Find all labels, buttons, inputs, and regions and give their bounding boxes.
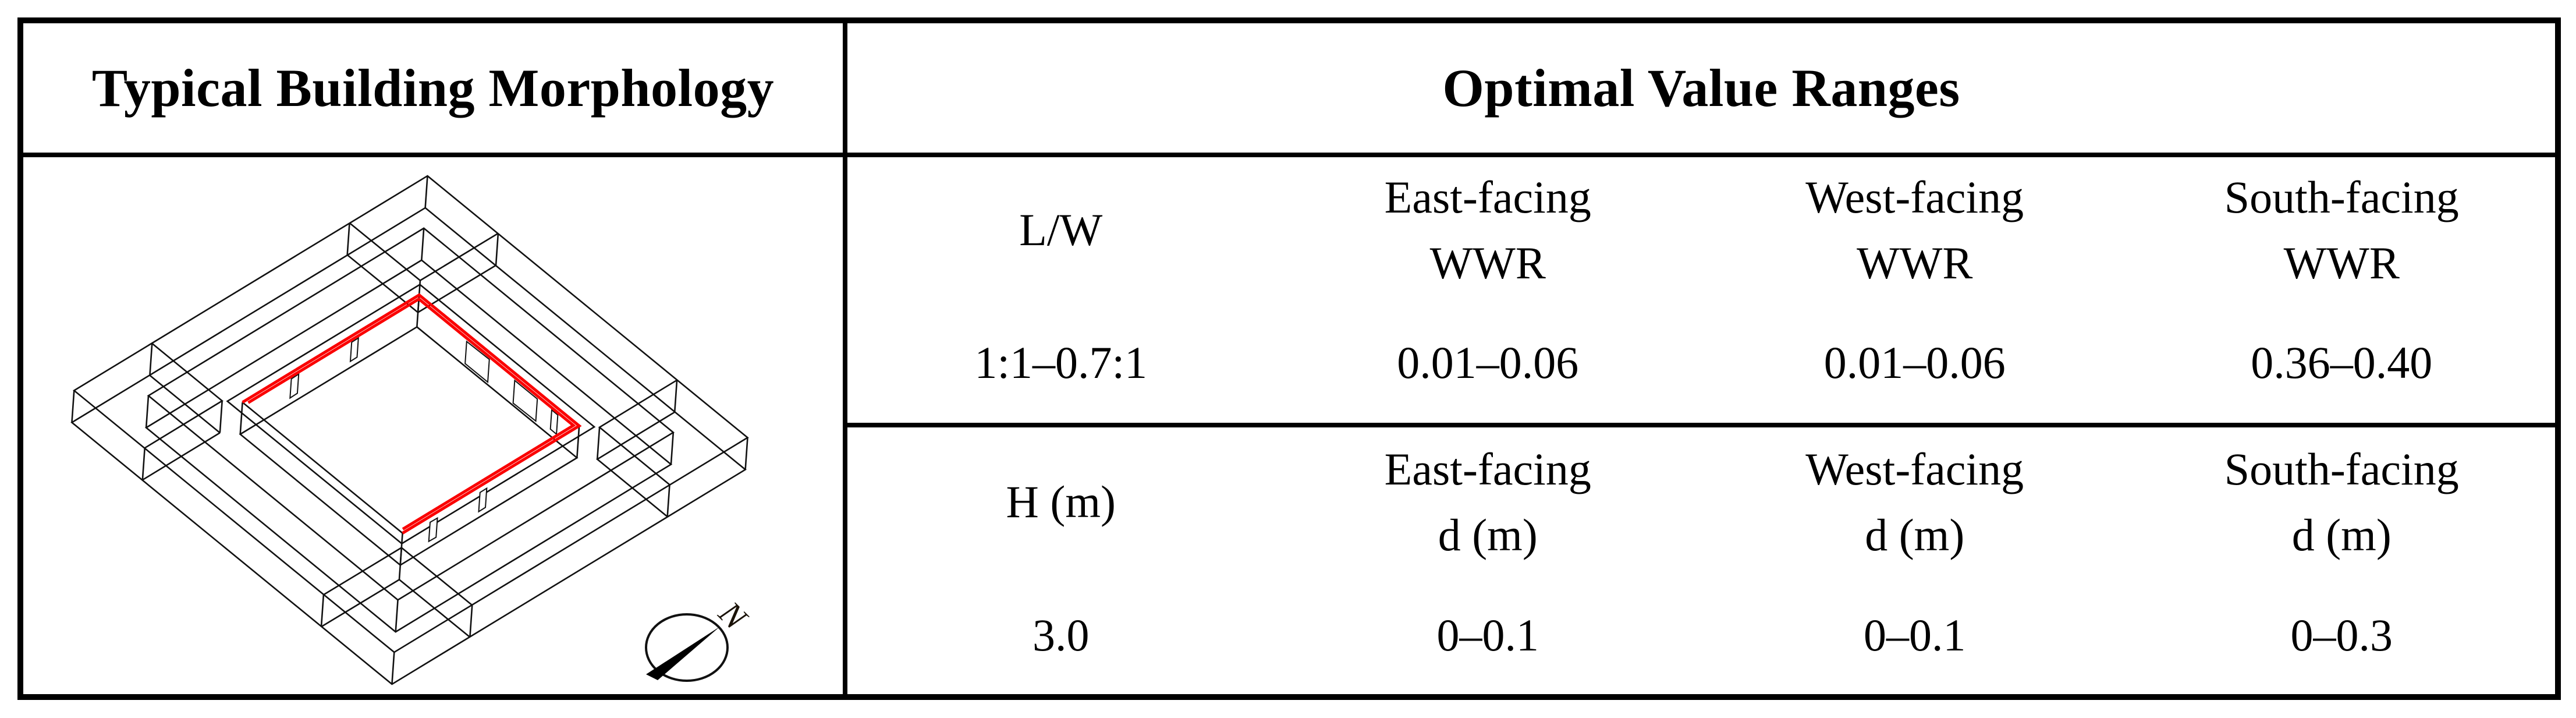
param-label-lw: L/W — [1019, 204, 1103, 256]
value-west-wwr: 0.01–0.06 — [1823, 337, 2006, 388]
param-value-lw: 1:1–0.7:1 — [974, 337, 1148, 388]
col-header-line1: South-facing — [2224, 443, 2459, 494]
building-wireframe — [70, 175, 749, 685]
col-header-line2: d (m) — [2291, 510, 2392, 560]
building-axonometric-drawing: N — [70, 175, 755, 685]
north-arrow-icon: N — [645, 593, 755, 682]
col-header-line2: WWR — [1429, 238, 1546, 288]
col-header-line2: d (m) — [1865, 510, 1965, 560]
col-header-line1: East-facing — [1384, 443, 1591, 494]
col-header-line1: West-facing — [1805, 171, 2024, 222]
col-header-west-wwr: West-facing WWR — [1701, 157, 2128, 303]
col-header-east-wwr: East-facing WWR — [1275, 157, 1702, 303]
col-header-west-d: West-facing d (m) — [1701, 427, 2128, 576]
left-column: Typical Building Morphology — [23, 23, 847, 694]
col-header-south-wwr: South-facing WWR — [2128, 157, 2556, 303]
param-label-h: H (m) — [1006, 476, 1116, 528]
courtyard-highlight — [242, 293, 582, 535]
courtyard-window-openings — [289, 337, 559, 543]
col-header-east-d: East-facing d (m) — [1275, 427, 1702, 576]
wwr-section: L/W East-facing WWR West-facing WWR Sout… — [847, 157, 2555, 427]
overhang-section: H (m) East-facing d (m) West-facing d (m… — [847, 427, 2555, 694]
right-header: Optimal Value Ranges — [847, 23, 2555, 157]
col-header-line2: d (m) — [1438, 510, 1538, 560]
col-header-line2: WWR — [1857, 238, 1973, 288]
right-column: Optimal Value Ranges L/W East-facing WWR… — [847, 23, 2555, 694]
north-label: N — [711, 593, 755, 638]
value-south-d: 0–0.3 — [2290, 610, 2393, 660]
param-value-h: 3.0 — [1032, 610, 1090, 660]
col-header-line1: South-facing — [2224, 171, 2459, 222]
building-figure-cell: N — [23, 157, 843, 694]
value-east-wwr: 0.01–0.06 — [1397, 337, 1579, 388]
value-south-wwr: 0.36–0.40 — [2251, 337, 2433, 388]
value-east-d: 0–0.1 — [1436, 610, 1539, 660]
left-header: Typical Building Morphology — [23, 23, 843, 157]
col-header-line1: West-facing — [1805, 443, 2024, 494]
col-header-south-d: South-facing d (m) — [2128, 427, 2556, 576]
morphology-table: Typical Building Morphology — [17, 17, 2561, 700]
value-west-d: 0–0.1 — [1864, 610, 1966, 660]
col-header-line1: East-facing — [1384, 171, 1591, 222]
col-header-line2: WWR — [2283, 238, 2400, 288]
